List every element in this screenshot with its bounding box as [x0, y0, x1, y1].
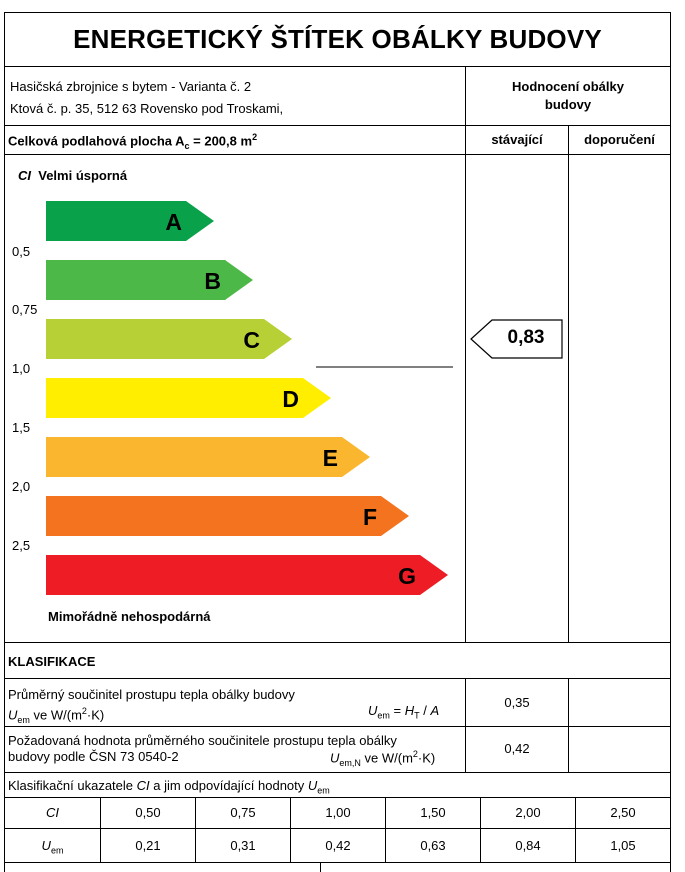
table-ci-label: CI [5, 805, 100, 820]
energy-class-letter-a: A [165, 209, 182, 235]
formula-h-sub: T [414, 710, 420, 721]
formula-div: / [419, 703, 431, 718]
uemn-description: Požadovaná hodnota průměrného součinitel… [8, 733, 397, 765]
uem-sub: em [17, 714, 30, 725]
energy-class-letter-f: F [363, 504, 377, 530]
table-uem-label-sub: em [50, 845, 64, 856]
scale-tick-1: 0,75 [12, 302, 38, 317]
current-value-arrow [470, 319, 563, 359]
scale-tick-2: 1,0 [12, 361, 31, 376]
floor-area-value: = 200,8 m [189, 133, 253, 149]
evaluation-header: Hodnocení obálky budovy [466, 78, 670, 114]
floor-area: Celková podlahová plocha Ac = 200,8 m2 [8, 132, 257, 151]
column-recommended: doporučení [584, 132, 655, 147]
indicators-text-a: Klasifikační ukazatele [8, 778, 137, 793]
uemn-value: 0,42 [504, 741, 530, 756]
scale-tick-3: 1,5 [12, 420, 31, 435]
table-ci-label-text: CI [46, 805, 59, 820]
floor-area-prefix: Celková podlahová plocha A [8, 133, 185, 149]
scale-tick-0: 0,5 [12, 244, 31, 259]
uemn-unit-a: ve W/(m [360, 750, 413, 766]
formula-eq: = [389, 703, 405, 718]
uemn-unit-sup: 2 [412, 749, 418, 759]
column-current: stávající [491, 132, 543, 147]
label-title: ENERGETICKÝ ŠTÍTEK OBÁLKY BUDOVY [73, 24, 602, 54]
indicators-description: Klasifikační ukazatele CI a jim odpovída… [8, 778, 330, 796]
uem-description-line1: Průměrný součinitel prostupu tepla obálk… [8, 687, 295, 702]
table-ci-value-3: 1,50 [420, 805, 446, 820]
current-value: 0,83 [507, 327, 545, 348]
klasifikace-heading: KLASIFIKACE [8, 654, 96, 669]
scale-top-label: Velmi úsporná [38, 168, 128, 183]
energy-class-letter-c: C [243, 327, 260, 353]
uem-formula: Uem = HT / A [368, 703, 439, 721]
table-uem-value-2: 0,42 [325, 838, 351, 853]
floor-area-sub: c [184, 140, 190, 151]
uem-unit-sup: 2 [81, 706, 87, 716]
table-ci-value-1: 0,75 [230, 805, 256, 820]
energy-class-bars: A B C D E F G [46, 201, 453, 595]
indicators-u-sub: em [317, 785, 330, 796]
energy-class-bar-d [46, 378, 331, 418]
table-ci-value-2: 1,00 [325, 805, 351, 820]
indicators-ci: CI [136, 778, 150, 793]
scale-tick-5: 2,5 [12, 538, 31, 553]
formula-a: A [430, 703, 440, 718]
uem-unit-c: ·K) [86, 707, 105, 723]
energy-class-bar-c [46, 319, 292, 359]
table-ci-value-0: 0,50 [135, 805, 161, 820]
uemn-unit-c: ·K) [417, 750, 436, 766]
formula-u: U [368, 703, 378, 718]
table-uem-value-3: 0,63 [420, 838, 446, 853]
energy-class-letter-b: B [204, 268, 221, 294]
energy-class-bar-g [46, 555, 448, 595]
scale-top: CI Velmi úsporná [18, 168, 127, 183]
uem-description-line2: Uem ve W/(m2·K) [8, 703, 295, 728]
uemn-formula: Uem,N ve W/(m2·K) [330, 749, 435, 768]
scale-tick-4: 2,0 [12, 479, 31, 494]
uemn-symbol: U [330, 750, 340, 766]
table-ci-value-5: 2,50 [610, 805, 636, 820]
uem-value: 0,35 [504, 695, 530, 710]
indicators-text-b: a jim odpovídající hodnoty [149, 778, 308, 793]
table-uem-value-1: 0,31 [230, 838, 256, 853]
building-name: Hasičská zbrojnice s bytem - Varianta č.… [10, 79, 252, 94]
evaluation-header-line2: budovy [544, 97, 592, 112]
uem-symbol: U [8, 707, 18, 723]
table-uem-value-4: 0,84 [515, 838, 541, 853]
scale-bottom-label: Mimořádně nehospodárná [48, 609, 211, 624]
table-uem-value-0: 0,21 [135, 838, 161, 853]
building-address: Ktová č. p. 35, 512 63 Rovensko pod Tros… [10, 101, 284, 116]
uem-description: Průměrný součinitel prostupu tepla obálk… [8, 687, 295, 728]
energy-class-letter-d: D [282, 386, 299, 412]
energy-class-bar-a [46, 201, 214, 241]
formula-h: H [404, 703, 415, 718]
indicators-u: U [307, 778, 318, 793]
uemn-description-line1: Požadovaná hodnota průměrného součinitel… [8, 733, 397, 748]
uemn-sub: em,N [339, 757, 361, 768]
evaluation-header-line1: Hodnocení obálky [512, 79, 624, 94]
uem-unit-a: ve W/(m [29, 707, 82, 723]
energy-class-letter-g: G [398, 563, 416, 589]
uemn-description-line2: budovy podle ČSN 73 0540-2 [8, 749, 179, 764]
floor-area-sup: 2 [252, 132, 258, 142]
table-ci-value-4: 2,00 [515, 805, 541, 820]
ci-label: CI [18, 168, 31, 183]
energy-class-bar-f [46, 496, 409, 536]
table-uem-label-text: U [41, 838, 51, 853]
energy-class-bar-e [46, 437, 370, 477]
formula-u-sub: em [377, 710, 390, 721]
energy-class-letter-e: E [323, 445, 338, 471]
energy-class-bar-b [46, 260, 253, 300]
table-uem-value-5: 1,05 [610, 838, 636, 853]
table-uem-label: Uem [5, 838, 100, 856]
